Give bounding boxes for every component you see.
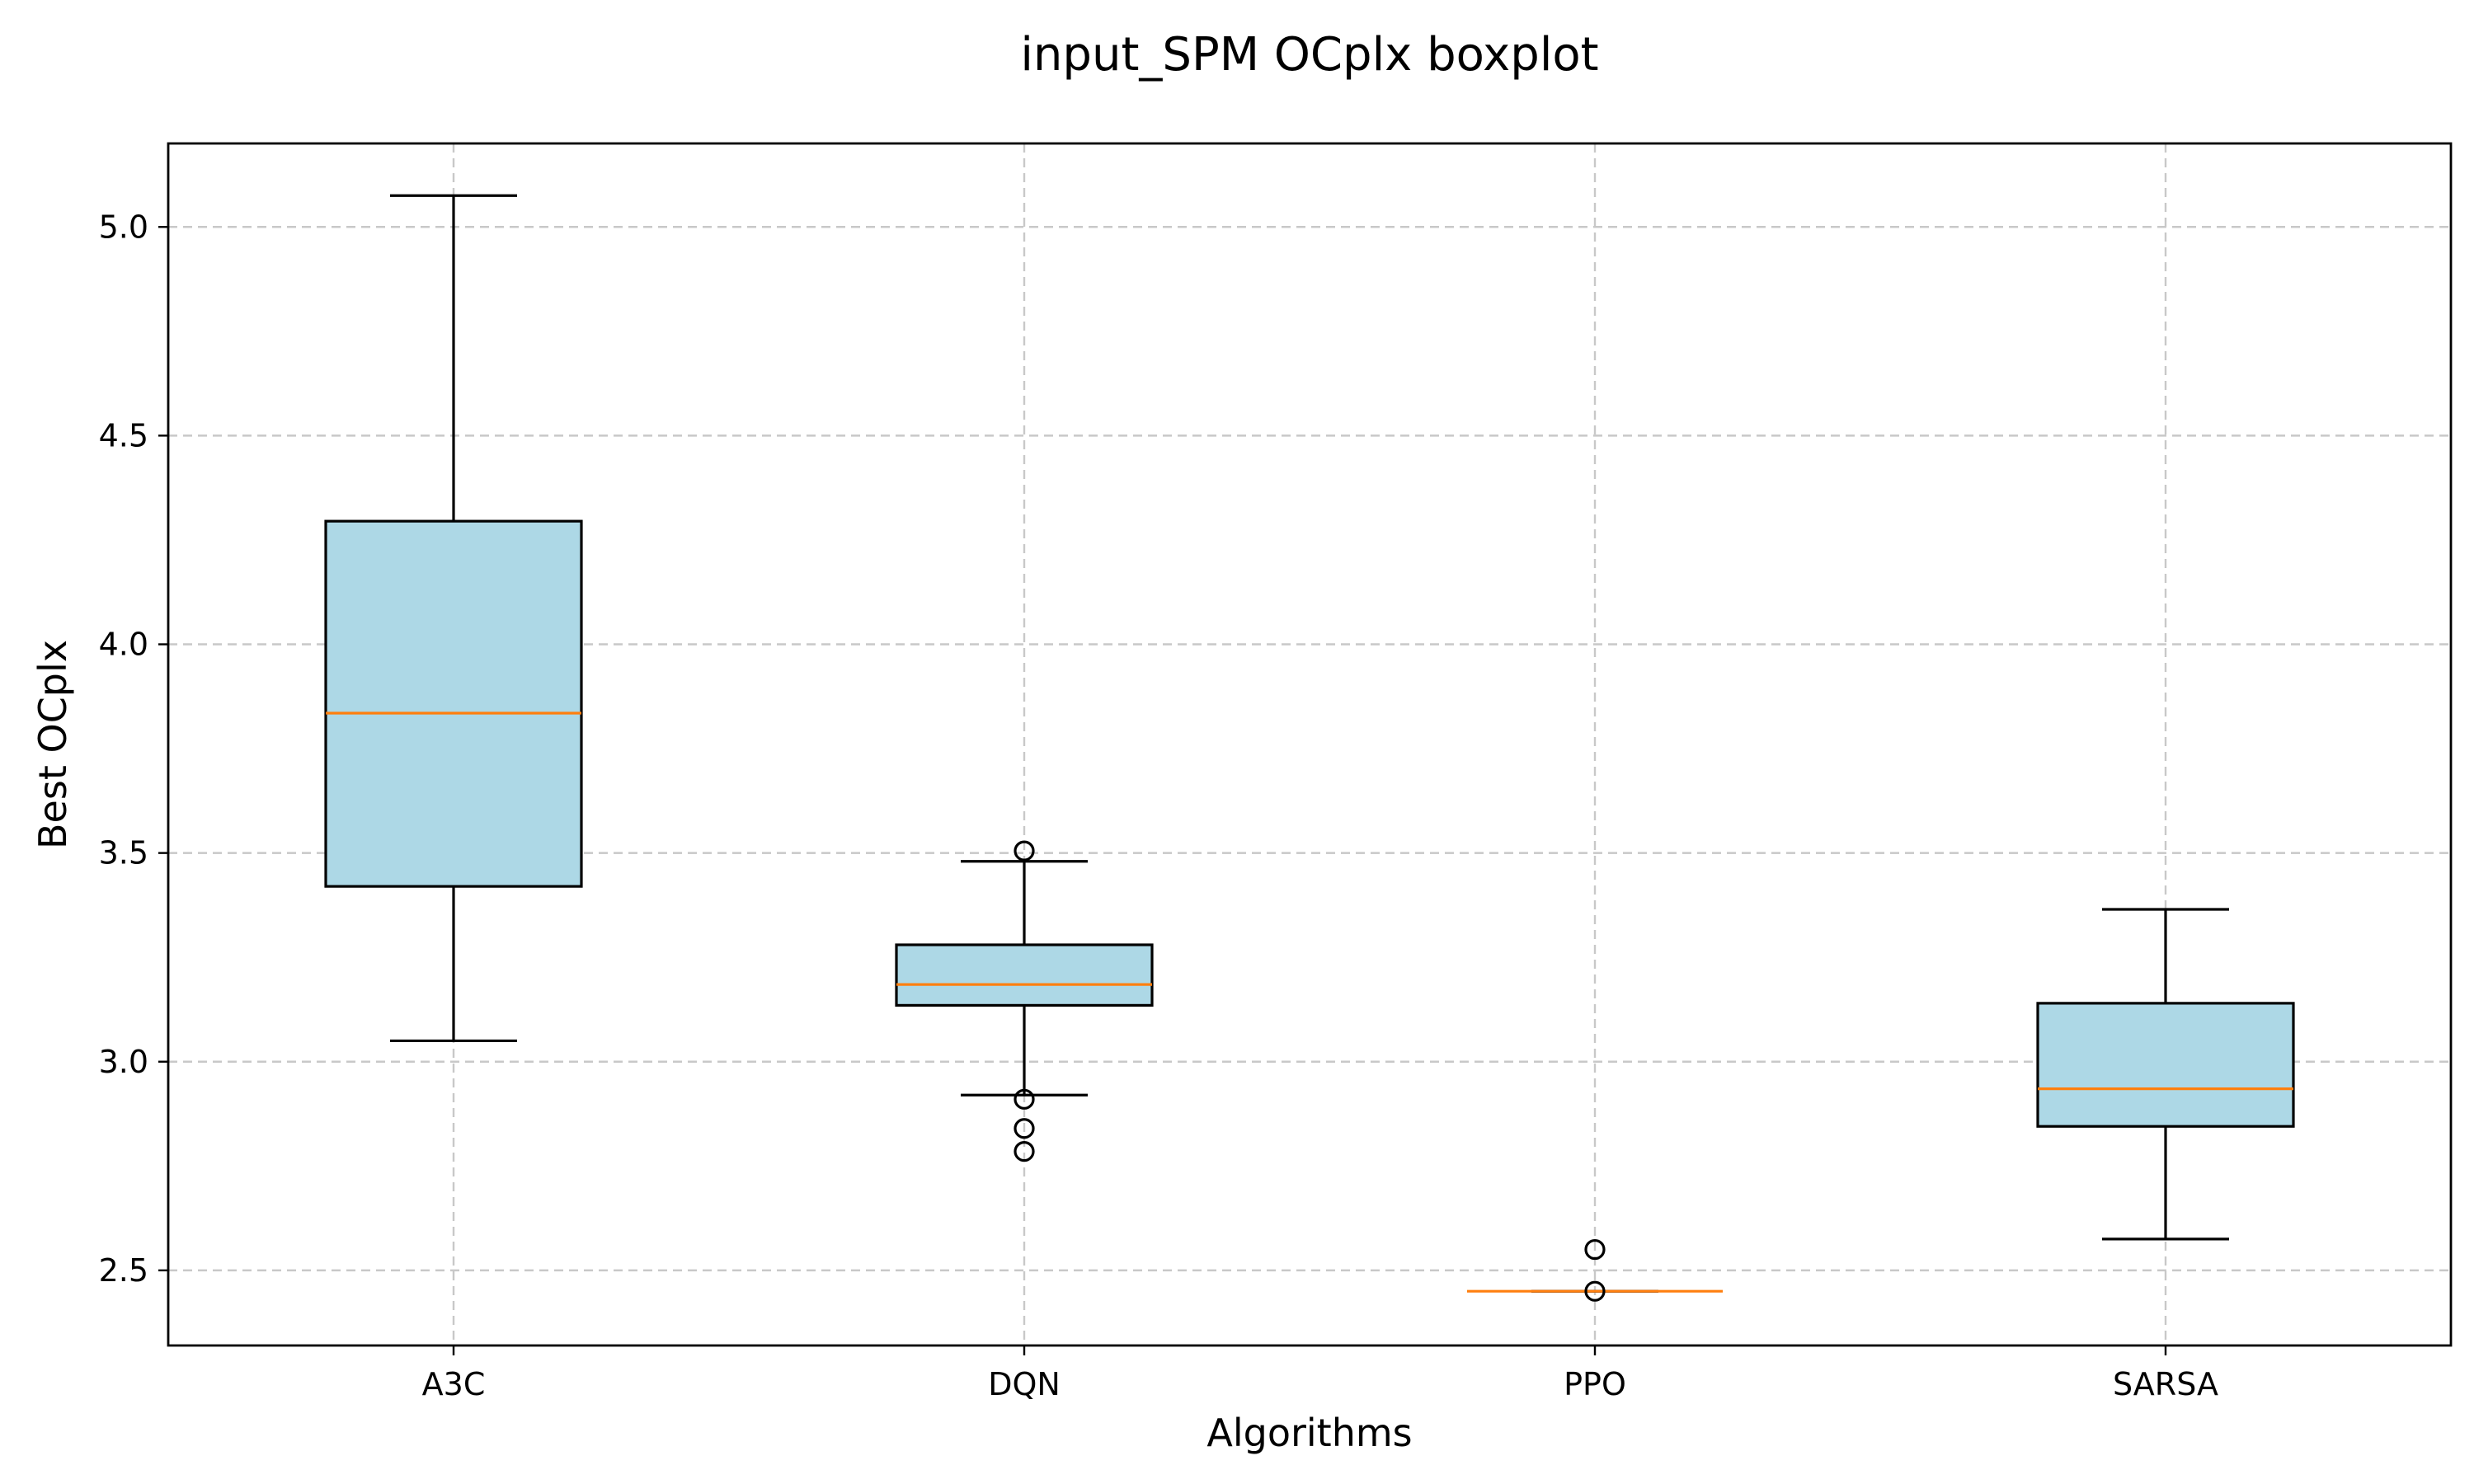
y-tick-label: 5.0 [99,209,148,245]
y-tick-label: 3.0 [99,1044,148,1080]
x-axis-label: Algorithms [1206,1411,1412,1455]
outlier-point [1014,840,1035,862]
x-tick-label: A3C [422,1366,486,1402]
chart-title: input_SPM OCplx boxplot [1020,28,1598,82]
x-tick-label: SARSA [2113,1366,2218,1402]
y-tick-label: 4.0 [99,627,148,663]
outlier-point [1014,1088,1035,1110]
box-group-dqn [895,840,1154,1162]
box-layer [324,194,2295,1302]
iqr-box [895,943,1154,1007]
axis-layer: 2.5 3.0 3.5 4.0 4.5 5.0 A3C DQN PPO SARSA [99,209,2218,1402]
x-tick-label: PPO [1564,1366,1626,1402]
outlier-point [1014,1118,1035,1139]
y-tick-label: 4.5 [99,417,148,453]
box-group-sarsa [2036,908,2295,1241]
y-axis-label: Best OCplx [31,640,75,849]
iqr-box [2036,1002,2295,1128]
box-group-a3c [324,194,583,1043]
y-tick-label: 2.5 [99,1252,148,1289]
iqr-box [324,519,583,888]
box-group-ppo [1467,1238,1723,1302]
outlier-point [1584,1238,1606,1261]
y-tick-label: 3.5 [99,835,148,871]
outlier-point [1584,1280,1606,1302]
plot-frame [167,142,2453,1347]
x-tick-label: DQN [988,1366,1061,1402]
outlier-point [1014,1140,1035,1162]
